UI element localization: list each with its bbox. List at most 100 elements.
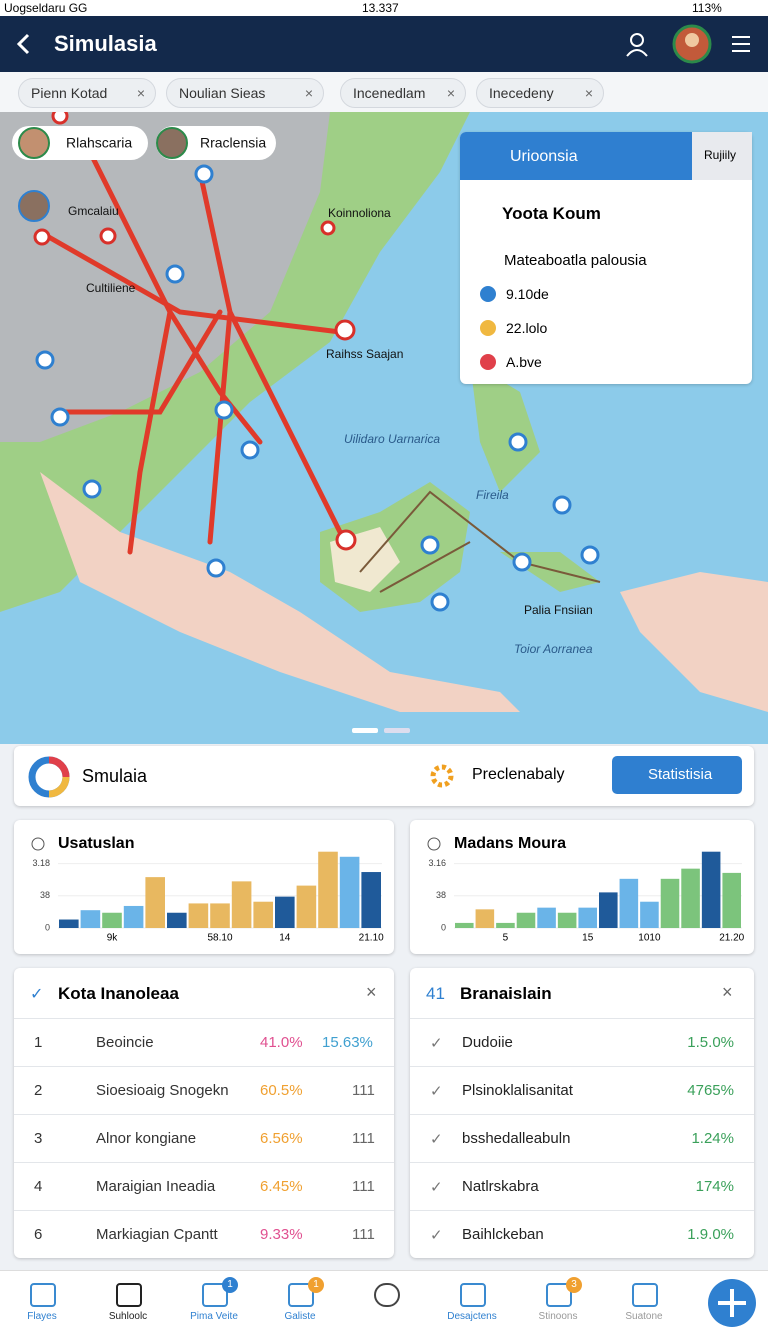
name: Alnor kongiane	[96, 1130, 197, 1147]
nav-label[interactable]: Suatone	[625, 1311, 663, 1322]
table-row: 1 Beoincie 41.0% 15.63%	[14, 1018, 394, 1066]
bar	[537, 907, 556, 928]
filter-label: Inecedeny	[489, 85, 554, 101]
nav-icon[interactable]	[30, 1283, 56, 1307]
carrier: Uogseldaru GG	[4, 1, 88, 15]
nav-label[interactable]: Galiste	[284, 1311, 316, 1322]
battery: 113%	[692, 1, 722, 15]
name: Plsinoklalisanitat	[462, 1082, 573, 1099]
table-row: ✓ Natlrskabra 174%	[410, 1162, 754, 1210]
toolbar-label[interactable]: Preclenabaly	[472, 766, 565, 783]
bar	[640, 901, 659, 928]
nav-label[interactable]: Suhloolc	[108, 1311, 148, 1322]
nav-badge: 3	[566, 1277, 582, 1293]
bar	[599, 892, 618, 928]
nav-icon[interactable]	[116, 1283, 142, 1307]
place-label: Cultiliene	[86, 281, 136, 295]
place-label: Koinnoliona	[328, 206, 391, 220]
filter-close: ×	[446, 85, 455, 101]
bar	[253, 901, 273, 928]
value: 1.5.0%	[687, 1034, 734, 1051]
nav-icon[interactable]	[546, 1283, 572, 1307]
bar	[619, 878, 639, 928]
nav-icon[interactable]	[374, 1283, 400, 1307]
nav-icon[interactable]	[632, 1283, 658, 1307]
status-bar: Uogseldaru GG 13.337 113%	[0, 0, 768, 16]
chart-icon	[31, 837, 45, 851]
badge: 41	[426, 984, 445, 1003]
avatar[interactable]	[672, 24, 712, 64]
legend-dot	[480, 354, 496, 370]
value: 1.24%	[691, 1130, 734, 1147]
check: ✓	[430, 1179, 443, 1196]
name: Dudoiie	[462, 1034, 513, 1051]
bar	[102, 912, 122, 928]
bar	[722, 872, 741, 928]
x-tick-label: 21.10	[359, 933, 384, 944]
rank: 3	[34, 1130, 43, 1147]
chart-icon	[427, 837, 441, 851]
bar	[557, 912, 577, 928]
bar	[516, 912, 536, 928]
table-row: 6 Markiagian Cpantt 9.33% 111	[14, 1210, 394, 1258]
gear-icon	[430, 764, 454, 788]
filter-chip[interactable]: Pienn Kotad ×	[18, 78, 156, 108]
nav-label[interactable]: Desajctens	[447, 1311, 497, 1322]
value: 111	[352, 1178, 375, 1195]
stats-button[interactable]: Statistisia	[612, 756, 742, 794]
nav-label[interactable]: Flayes	[27, 1311, 57, 1322]
fab[interactable]	[706, 1277, 758, 1329]
back[interactable]	[14, 32, 34, 56]
filter-label: Incenedlam	[353, 85, 426, 101]
legend-label: 22.lolo	[506, 320, 548, 336]
menu[interactable]	[730, 32, 752, 56]
close[interactable]: ×	[722, 982, 733, 1002]
table-row: ✓ Baihlckeban 1.9.0%	[410, 1210, 754, 1258]
filter-chip[interactable]: Noulian Sieas ×	[166, 78, 324, 108]
nav-icon[interactable]	[460, 1283, 486, 1307]
name: Baihlckeban	[462, 1226, 544, 1243]
nav-label[interactable]: Pima Veite	[190, 1311, 238, 1322]
nav-icon[interactable]	[202, 1283, 228, 1307]
legend-tab[interactable]: Urioonsia	[460, 132, 692, 180]
value: 1.9.0%	[687, 1226, 734, 1243]
x-tick-label: 9k	[107, 933, 119, 944]
close[interactable]: ×	[366, 982, 377, 1002]
rank: 2	[34, 1082, 43, 1099]
check: ✓	[430, 1131, 443, 1148]
rank: 4	[34, 1178, 43, 1195]
bar	[681, 868, 700, 928]
check: ✓	[430, 1227, 443, 1244]
bar	[361, 872, 381, 928]
place-label: Raihss Saajan	[326, 347, 403, 361]
legend-subtitle: Mateaboatla palousia	[504, 252, 647, 269]
name: Markiagian Cpantt	[96, 1226, 218, 1243]
filter-close: ×	[584, 85, 593, 101]
table-card: ✓ Kota Inanoleaa × 1 Beoincie 41.0% 15.63% 2…	[14, 968, 394, 1258]
filter-chip[interactable]: Incenedlam ×	[340, 78, 466, 108]
toolbar: Smulaia Preclenabaly Statistisia	[14, 746, 754, 806]
filter-close: ×	[136, 85, 145, 101]
filter-label: Noulian Sieas	[179, 85, 266, 101]
legend-label: A.bve	[506, 354, 542, 370]
user-icon[interactable]	[624, 30, 654, 60]
nav-badge: 1	[308, 1277, 324, 1293]
bar	[123, 905, 144, 928]
x-tick-label: 5	[503, 933, 509, 944]
nav-label[interactable]: Stinoons	[538, 1311, 578, 1322]
chart-title: Usatuslan	[58, 835, 134, 852]
filter-chip[interactable]: Inecedeny ×	[476, 78, 604, 108]
name: Natlrskabra	[462, 1178, 539, 1195]
filter-label: Pienn Kotad	[31, 85, 108, 101]
legend-tab[interactable]: Rujiily	[692, 132, 752, 180]
bar	[339, 856, 360, 928]
percent: 9.33%	[260, 1226, 303, 1243]
table-row: 2 Sioesioaig Snogekn 60.5% 111	[14, 1066, 394, 1114]
nav-icon[interactable]	[288, 1283, 314, 1307]
table-row: ✓ Plsinoklalisanitat 4765%	[410, 1066, 754, 1114]
avatar-label: Rlahscaria	[66, 135, 132, 151]
value: 174%	[695, 1178, 734, 1195]
percent: 60.5%	[260, 1082, 303, 1099]
value: 111	[352, 1082, 375, 1099]
